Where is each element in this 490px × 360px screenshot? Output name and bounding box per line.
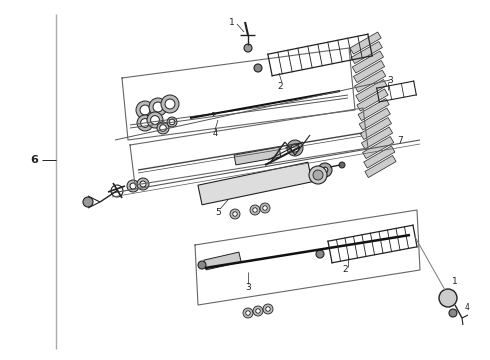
Text: 3: 3: [387, 76, 393, 85]
Circle shape: [309, 166, 327, 184]
Text: 4: 4: [465, 303, 469, 312]
Bar: [358, 99, 389, 121]
Circle shape: [140, 105, 150, 115]
Bar: [360, 117, 392, 140]
Text: 7: 7: [397, 135, 403, 144]
Bar: [364, 146, 395, 168]
Circle shape: [83, 197, 93, 207]
Polygon shape: [198, 162, 312, 205]
Circle shape: [313, 170, 323, 180]
Bar: [365, 156, 396, 177]
Text: 6: 6: [30, 155, 38, 165]
Circle shape: [243, 308, 253, 318]
Circle shape: [253, 208, 257, 212]
Circle shape: [130, 183, 136, 189]
Circle shape: [153, 102, 163, 112]
Circle shape: [127, 180, 139, 192]
Text: 3: 3: [245, 283, 251, 292]
Polygon shape: [234, 147, 281, 165]
Polygon shape: [204, 252, 241, 270]
Circle shape: [316, 250, 324, 258]
Circle shape: [263, 206, 267, 210]
Text: 1: 1: [452, 278, 458, 287]
Circle shape: [254, 64, 262, 72]
Circle shape: [147, 112, 163, 128]
Circle shape: [157, 122, 169, 134]
Circle shape: [439, 289, 457, 307]
Bar: [350, 32, 381, 54]
Circle shape: [137, 178, 149, 190]
Circle shape: [263, 304, 273, 314]
Circle shape: [160, 125, 166, 131]
Circle shape: [198, 261, 206, 269]
Circle shape: [165, 99, 175, 109]
Circle shape: [339, 162, 345, 168]
Bar: [357, 89, 388, 111]
Circle shape: [322, 167, 328, 173]
Circle shape: [167, 117, 177, 127]
Text: 2: 2: [277, 81, 283, 90]
Bar: [355, 70, 386, 92]
Bar: [359, 108, 391, 130]
Circle shape: [260, 203, 270, 213]
Circle shape: [150, 116, 159, 125]
Bar: [351, 41, 382, 64]
Text: 5: 5: [215, 207, 221, 216]
Text: 2: 2: [342, 266, 348, 274]
Bar: [363, 136, 394, 158]
Circle shape: [230, 209, 240, 219]
Circle shape: [318, 163, 332, 177]
Circle shape: [137, 115, 153, 131]
Bar: [362, 127, 392, 149]
Circle shape: [449, 309, 457, 317]
Circle shape: [149, 98, 167, 116]
Circle shape: [233, 212, 237, 216]
Text: 1: 1: [229, 18, 235, 27]
Circle shape: [253, 306, 263, 316]
Text: 4: 4: [212, 129, 218, 138]
Bar: [352, 51, 384, 73]
Circle shape: [141, 118, 149, 127]
Circle shape: [140, 181, 146, 187]
Circle shape: [287, 140, 303, 156]
Circle shape: [161, 95, 179, 113]
Bar: [356, 80, 387, 102]
Circle shape: [250, 205, 260, 215]
Bar: [353, 60, 385, 82]
Circle shape: [256, 309, 260, 313]
Circle shape: [136, 101, 154, 119]
Circle shape: [291, 144, 299, 152]
Circle shape: [244, 44, 252, 52]
Circle shape: [169, 119, 175, 125]
Circle shape: [266, 307, 270, 311]
Circle shape: [246, 311, 250, 315]
